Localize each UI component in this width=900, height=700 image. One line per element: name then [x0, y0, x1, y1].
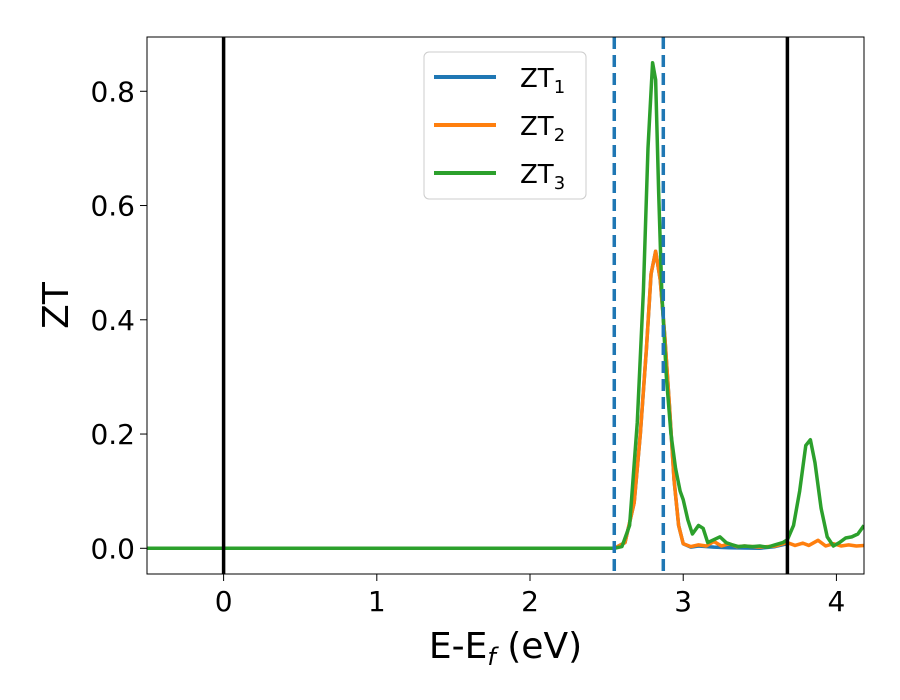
y-tick-label: 0.6: [90, 190, 135, 223]
y-tick-label: 0.8: [90, 75, 135, 108]
legend-label-2: ZT2: [520, 112, 565, 146]
x-tick-label: 0: [215, 585, 233, 618]
x-axis-label: E-Ef (eV): [429, 626, 582, 671]
y-tick-label: 0.0: [90, 532, 135, 565]
y-tick-label: 0.4: [90, 304, 135, 337]
y-axis-label: ZT: [36, 281, 77, 329]
legend-box: [423, 51, 587, 200]
plot-area: [147, 37, 864, 574]
series-line-2: [147, 249, 864, 551]
legend-label-3: ZT3: [520, 160, 565, 194]
x-tick-label: 2: [521, 585, 539, 618]
legend: ZT1 ZT2 ZT3: [423, 51, 587, 200]
series-line-1: [147, 249, 788, 551]
x-tick-label: 3: [674, 585, 692, 618]
x-tick-label: 4: [828, 585, 846, 618]
plot-frame: [146, 36, 865, 575]
x-tick-label: 1: [368, 585, 386, 618]
series-line-3: [147, 60, 864, 551]
axes: 0 1 2 3 4 0.0 0.2 0.4 0.6 0.8 E-Ef (eV) ZT: [36, 36, 865, 671]
legend-label-1: ZT1: [520, 64, 565, 98]
y-tick-label: 0.2: [90, 418, 135, 451]
